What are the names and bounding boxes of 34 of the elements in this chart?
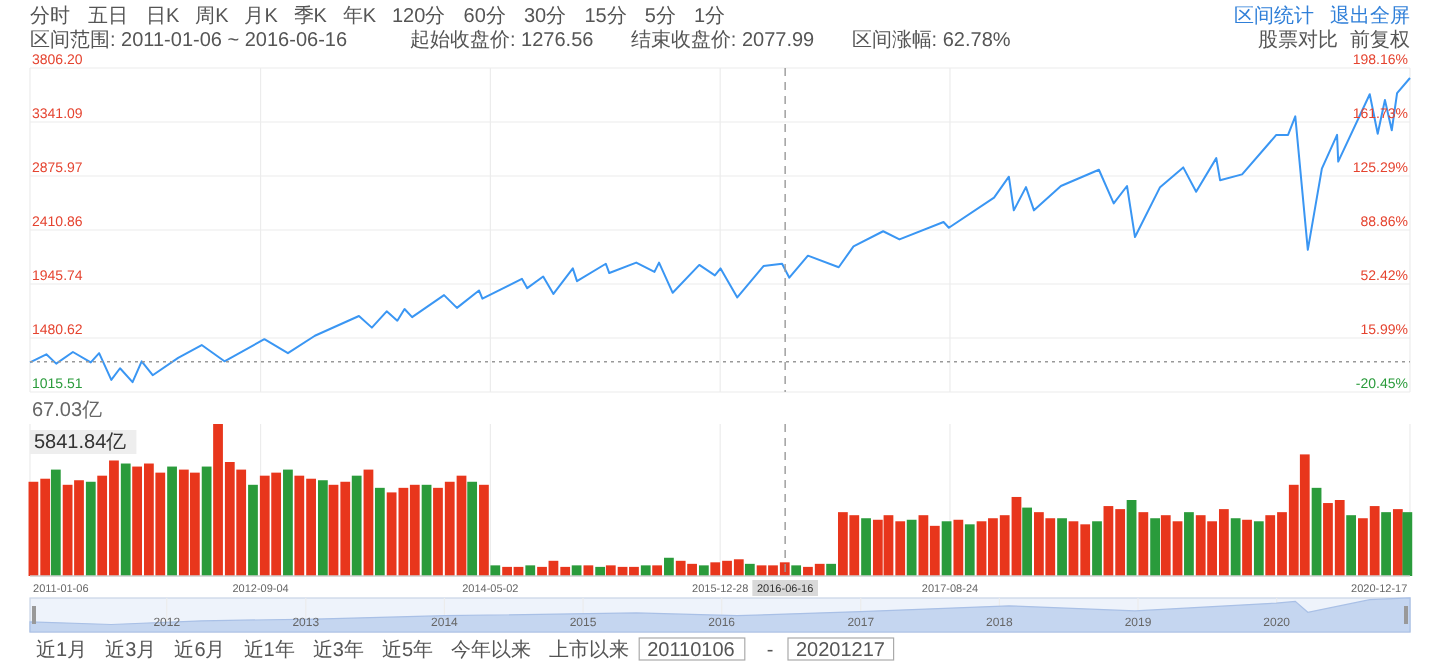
- text: 近3年: [312, 638, 364, 662]
- text: 15分: [584, 4, 627, 28]
- text: 区间统计: [1234, 4, 1314, 28]
- text: 60分: [463, 4, 506, 28]
- text: 月K: [244, 6, 279, 28]
- text: 五日: [88, 6, 128, 28]
- text: 结束收盘价: 2077.99: [630, 28, 816, 52]
- text: 近1年: [243, 638, 295, 662]
- text: 上市以来: [549, 638, 630, 662]
- text: 1分: [694, 4, 726, 28]
- text: 年K: [342, 4, 377, 28]
- text: 周K: [195, 6, 230, 28]
- text: 分时: [30, 4, 70, 28]
- text: 区间范围: 2011-01-06 ~ 2016-06-16: [30, 28, 348, 52]
- text: 67.03亿: [32, 400, 103, 422]
- text: 退出全屏: [1330, 4, 1410, 28]
- text: 近5年: [382, 638, 434, 662]
- text: 今年以来: [451, 638, 532, 662]
- text: 20201217: [796, 640, 886, 662]
- text: 120分: [392, 4, 446, 28]
- text: 区间涨幅: 62.78%: [851, 28, 1011, 52]
- text: 起始收盘价: 1276.56: [410, 28, 595, 52]
- text: 前复权: [1350, 28, 1410, 52]
- text: 股票对比: [1258, 28, 1338, 52]
- text: 5分: [644, 4, 676, 28]
- text: 日K: [146, 6, 180, 28]
- text: 近3月: [105, 638, 157, 662]
- annotation: 5841.84亿: [34, 432, 127, 454]
- text: 20110106: [647, 640, 736, 662]
- text: -: [766, 640, 774, 662]
- text: 30分: [524, 4, 567, 28]
- text: 季K: [293, 4, 328, 28]
- text: 近1月: [36, 638, 88, 662]
- text: 近6月: [174, 638, 226, 662]
